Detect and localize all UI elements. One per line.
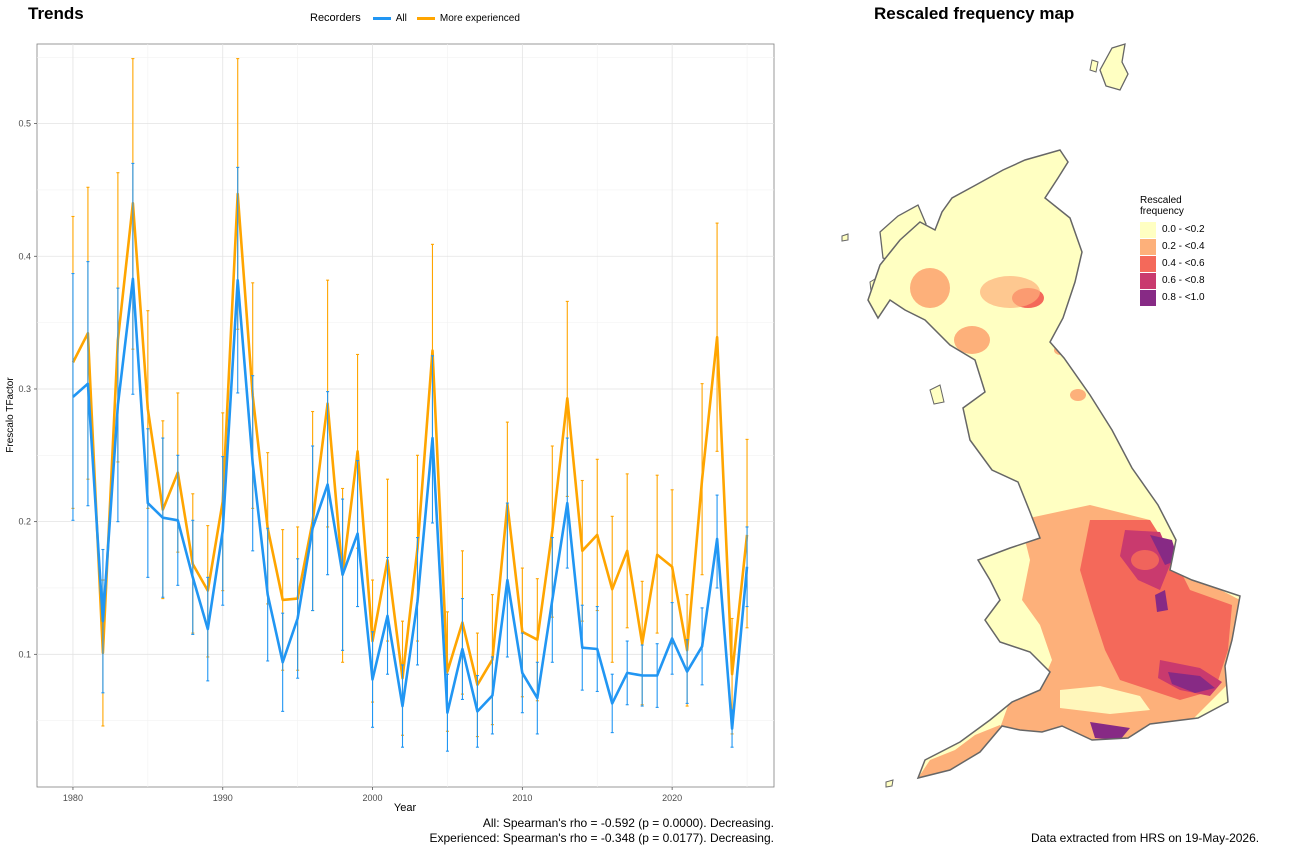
trend-legend: Recorders All More experienced xyxy=(310,12,526,24)
y-axis-label: Frescalo TFactor xyxy=(5,377,16,453)
map-legend-label: 0.0 - <0.2 xyxy=(1162,224,1205,235)
x-tick-label: 1990 xyxy=(213,793,233,803)
map-legend-swatch xyxy=(1140,272,1156,289)
legend-label-experienced: More experienced xyxy=(439,12,520,24)
map-legend-label: 0.4 - <0.6 xyxy=(1162,258,1205,269)
map-legend-swatch xyxy=(1140,221,1156,238)
map-legend-title-1: Rescaled xyxy=(1140,195,1182,206)
stats-line-experienced: Experienced: Spearman's rho = -0.348 (p … xyxy=(429,831,775,845)
shetland-islands xyxy=(1089,43,1129,91)
map-legend-row: 0.2 - <0.4 xyxy=(1140,238,1205,255)
legend-swatch-experienced xyxy=(416,16,435,20)
y-tick-label: 0.5 xyxy=(18,119,31,129)
x-tick-label: 2020 xyxy=(662,793,682,803)
legend-swatch-all xyxy=(372,16,391,20)
map-title: Rescaled frequency map xyxy=(874,4,1075,23)
series-line-all xyxy=(72,277,749,730)
map-legend-row: 0.4 - <0.6 xyxy=(1140,255,1205,272)
legend-label-all: All xyxy=(395,12,407,24)
map-legend-title: Rescaled frequency xyxy=(1140,195,1205,217)
trend-chart: 1980 1990 2000 2010 2020 0.1 0.2 0.3 0.4 0.5 Year… xyxy=(5,43,775,814)
x-tick-label: 2010 xyxy=(512,793,532,803)
axis-ticks: 1980 1990 2000 2010 2020 0.1 0.2 0.3 0.4 0.5 xyxy=(18,119,682,803)
series-line-experienced xyxy=(71,192,749,687)
map-legend-swatch xyxy=(1140,238,1156,255)
y-tick-label: 0.1 xyxy=(18,649,31,659)
map-legend-row: 0.8 - <1.0 xyxy=(1140,289,1205,306)
map-legend-swatch xyxy=(1140,255,1156,272)
x-tick-label: 2000 xyxy=(363,793,383,803)
y-tick-label: 0.4 xyxy=(18,251,31,261)
map-legend-row: 0.6 - <0.8 xyxy=(1140,272,1205,289)
mainland-outline xyxy=(867,149,1241,780)
data-extracted-note: Data extracted from HRS on 19-May-2026. xyxy=(1031,831,1260,845)
stats-line-all: All: Spearman's rho = -0.592 (p = 0.0000… xyxy=(482,816,774,830)
x-axis-label: Year xyxy=(394,802,417,814)
map-legend-label: 0.2 - <0.4 xyxy=(1162,241,1205,252)
series-all xyxy=(71,162,749,752)
legend-item-all: All xyxy=(369,13,407,24)
trends-title: Trends xyxy=(28,4,84,23)
legend-item-experienced: More experienced xyxy=(413,13,520,24)
map-legend-label: 0.8 - <1.0 xyxy=(1162,292,1205,303)
legend-title: Recorders xyxy=(310,12,361,24)
map-legend-title-2: frequency xyxy=(1140,206,1184,217)
x-tick-label: 1980 xyxy=(63,793,83,803)
map-legend-label: 0.6 - <0.8 xyxy=(1162,275,1205,286)
map-legend-swatch xyxy=(1140,289,1156,306)
series-layer xyxy=(71,58,749,752)
y-tick-label: 0.2 xyxy=(18,517,31,527)
y-tick-label: 0.3 xyxy=(18,384,31,394)
frequency-map xyxy=(841,43,1241,788)
map-legend-row: 0.0 - <0.2 xyxy=(1140,221,1205,238)
map-legend: Rescaled frequency 0.0 - <0.2 0.2 - <0.4… xyxy=(1140,195,1205,306)
